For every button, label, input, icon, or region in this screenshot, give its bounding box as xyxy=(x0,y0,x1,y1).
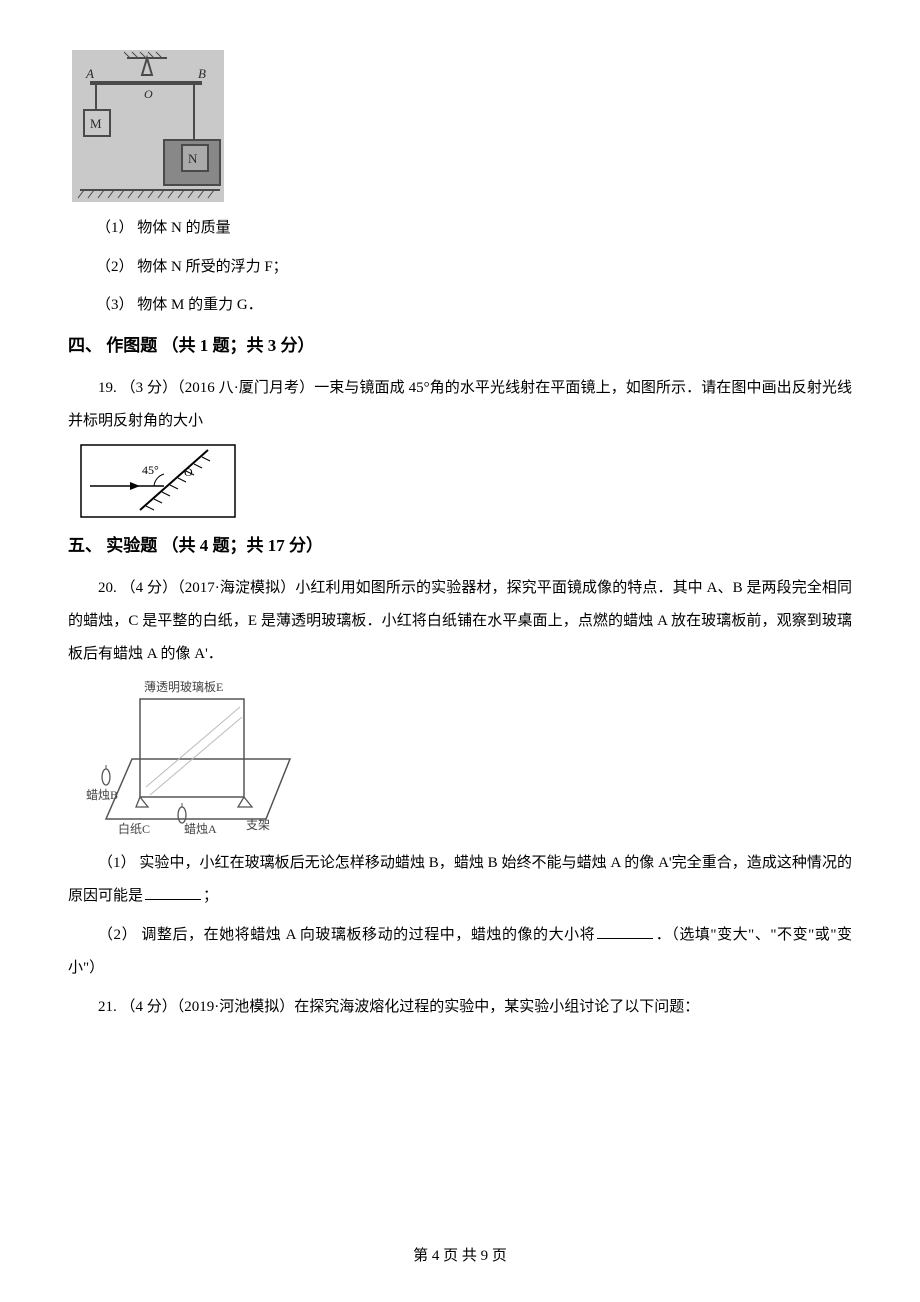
q20-sub2-pre: （2） 调整后，在她将蜡烛 A 向玻璃板移动的过程中，蜡烛的像的大小将 xyxy=(98,927,595,943)
svg-text:45°: 45° xyxy=(142,463,159,477)
q-part-3: （3） 物体 M 的重力 G． xyxy=(68,291,852,320)
q21-text: 21. （4 分）（2019·河池模拟）在探究海波熔化过程的实验中，某实验小组讨… xyxy=(68,991,852,1024)
svg-text:蜡烛A: 蜡烛A xyxy=(184,822,217,836)
svg-text:支架: 支架 xyxy=(246,818,270,832)
page-footer: 第 4 页 共 9 页 xyxy=(0,1242,920,1271)
figure-lever-diagram: A O B M N xyxy=(68,50,852,202)
q20-sub1-post: ； xyxy=(203,888,218,904)
figure-mirror-45: 45° O xyxy=(68,444,852,518)
svg-text:B: B xyxy=(198,66,206,81)
svg-text:白纸C: 白纸C xyxy=(118,821,150,836)
svg-text:M: M xyxy=(90,116,102,131)
q-part-2: （2） 物体 N 所受的浮力 F； xyxy=(68,253,852,282)
svg-text:蜡烛B: 蜡烛B xyxy=(86,788,118,802)
svg-text:O: O xyxy=(144,87,153,101)
q20-intro: 20. （4 分）（2017·海淀模拟）小红利用如图所示的实验器材，探究平面镜成… xyxy=(68,572,852,671)
q19-text: 19. （3 分）（2016 八·厦门月考）一束与镜面成 45°角的水平光线射在… xyxy=(68,372,852,438)
q20-sub2: （2） 调整后，在她将蜡烛 A 向玻璃板移动的过程中，蜡烛的像的大小将．（选填"… xyxy=(68,919,852,985)
section-4-heading: 四、 作图题 （共 1 题；共 3 分） xyxy=(68,330,852,362)
figure-glass-plate: 薄透明玻璃板E 蜡烛B 白纸C 蜡烛A 支架 xyxy=(68,677,852,837)
q20-sub1: （1） 实验中，小红在玻璃板后无论怎样移动蜡烛 B，蜡烛 B 始终不能与蜡烛 A… xyxy=(68,847,852,913)
q-part-1: （1） 物体 N 的质量 xyxy=(68,214,852,243)
blank-1 xyxy=(145,885,201,900)
section-5-heading: 五、 实验题 （共 4 题；共 17 分） xyxy=(68,530,852,562)
svg-text:N: N xyxy=(188,151,198,166)
svg-text:O: O xyxy=(184,465,193,479)
svg-text:A: A xyxy=(85,66,94,81)
svg-text:薄透明玻璃板E: 薄透明玻璃板E xyxy=(144,679,223,694)
blank-2 xyxy=(597,924,653,939)
